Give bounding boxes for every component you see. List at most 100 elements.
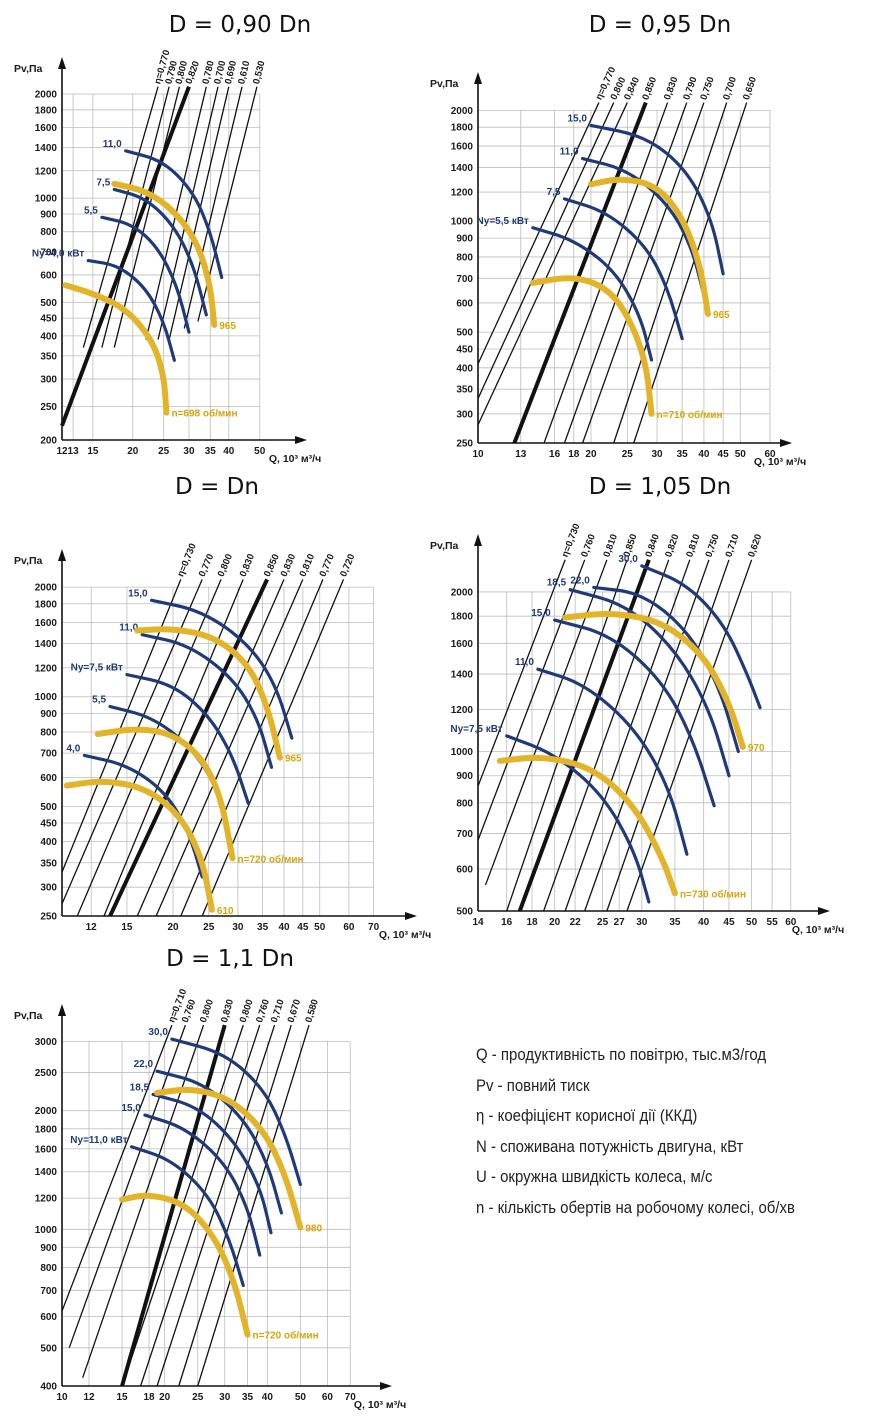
efficiency-label: 0,580 <box>303 998 321 1024</box>
chart-title: D = 0,95 Dn <box>589 12 731 38</box>
chart-2: D = 0,95 Dn 250 300 350 400 450 500 600 700 800 90… <box>430 12 806 468</box>
y-tick-label: 600 <box>456 298 473 309</box>
efficiency-line <box>563 102 688 444</box>
y-tick-label: 1000 <box>35 692 58 703</box>
y-tick-label: 2000 <box>451 587 474 598</box>
power-curve-label: 15,0 <box>567 113 587 124</box>
power-curve <box>112 187 208 317</box>
legend-item-eta: η - коефіцієнт корисної дії (ККД) <box>476 1106 698 1125</box>
power-curve-label: 15,0 <box>531 608 551 619</box>
x-tick-label: 30 <box>183 446 195 457</box>
power-curve-label: 15,0 <box>128 588 148 599</box>
y-tick-label: 1200 <box>451 705 474 716</box>
efficiency-label: 0,790 <box>681 75 699 101</box>
rpm-curve-label: 610 <box>217 906 234 917</box>
y-tick-label: 1400 <box>35 143 58 154</box>
y-tick-label: 400 <box>40 1382 57 1393</box>
chart-1: D = 0,90 Dn 200 250 300 350 400 450 500 600 700 80… <box>14 12 321 465</box>
power-curve <box>100 215 191 334</box>
x-axis-label: Q, 10³ м³/ч <box>354 1399 406 1411</box>
power-curve <box>592 585 740 754</box>
x-axis-label: Q, 10³ м³/ч <box>379 929 431 941</box>
efficiency-label: 0,810 <box>298 552 318 578</box>
y-tick-label: 500 <box>40 298 57 309</box>
efficiency-label: 0,700 <box>212 60 228 86</box>
x-tick-label: 35 <box>205 446 217 457</box>
chart-5: D = 1,1 Dn 400 500 600 700 800 900 1000 1200 1400… <box>14 946 406 1411</box>
efficiency-label: 0,770 <box>318 552 337 578</box>
x-tick-label: 50 <box>295 1392 307 1403</box>
y-tick-label: 400 <box>40 837 57 848</box>
legend-item-n: N - споживана потужність двигуна, кВт <box>476 1136 744 1156</box>
efficiency-label: 0,530 <box>251 60 267 86</box>
power-curve <box>155 1069 284 1215</box>
efficiency-label: 0,810 <box>601 533 620 559</box>
y-tick-label: 300 <box>40 375 57 386</box>
y-tick-label: 200 <box>40 436 57 447</box>
chart-3: D = Dn 250 300 350 400 450 500 600 700 800 900 1000… <box>14 474 431 941</box>
power-curve-label: 15,0 <box>121 1103 141 1114</box>
power-curve <box>151 1092 273 1235</box>
rpm-curve <box>587 176 711 317</box>
x-tick-label: 10 <box>472 449 484 460</box>
y-tick-label: 800 <box>456 798 473 809</box>
x-tick-label: 25 <box>203 922 215 933</box>
efficiency-line <box>136 579 285 917</box>
efficiency-label: 0,820 <box>663 533 681 559</box>
y-tick-label: 900 <box>40 1243 57 1254</box>
efficiency-line <box>82 86 159 348</box>
efficiency-label: 0,830 <box>662 75 680 101</box>
rpm-curve-label: 970 <box>748 743 765 754</box>
y-tick-label: 900 <box>40 209 57 220</box>
efficiency-line <box>180 579 324 917</box>
y-tick-label: 900 <box>456 234 473 245</box>
y-tick-label: 800 <box>40 1263 57 1274</box>
x-tick-label: 12 <box>83 1392 95 1403</box>
y-tick-label: 600 <box>40 773 57 784</box>
efficiency-label: 0,780 <box>201 60 217 86</box>
efficiency-label: 0,700 <box>721 75 739 101</box>
legend-item-pv: Pv - повний тиск <box>476 1075 590 1095</box>
x-tick-label: 35 <box>242 1392 254 1403</box>
y-tick-label: 500 <box>40 802 57 813</box>
x-tick-label: 40 <box>698 449 710 460</box>
efficiency-label: 0,800 <box>198 998 216 1024</box>
efficiency-label: 0,710 <box>723 533 741 559</box>
y-tick-label: 900 <box>456 771 473 782</box>
y-tick-label: 2000 <box>35 1106 58 1117</box>
y-tick-label: 700 <box>40 247 57 258</box>
y-tick-label: 800 <box>456 252 473 263</box>
efficiency-label: 0,620 <box>746 533 764 559</box>
power-curve <box>140 633 274 769</box>
x-tick-label: 13 <box>515 449 527 460</box>
x-axis-label: Q, 10³ м³/ч <box>754 456 806 468</box>
efficiency-label: 0,650 <box>741 75 759 101</box>
x-tick-label: 18 <box>526 917 538 928</box>
y-tick-label: 1600 <box>451 639 474 650</box>
power-curve <box>130 1145 245 1288</box>
y-tick-label: 400 <box>456 363 473 374</box>
y-tick-label: 1000 <box>35 194 58 205</box>
power-curve-label: 30,0 <box>148 1027 168 1038</box>
rpm-curve-label: n=720 об/мин <box>238 853 304 865</box>
power-curve <box>640 564 762 710</box>
y-tick-label: 600 <box>40 270 57 281</box>
efficiency-label: 0,830 <box>219 998 236 1024</box>
y-tick-label: 1200 <box>35 663 58 674</box>
y-tick-label: 1800 <box>35 105 58 116</box>
efficiency-line <box>197 1024 310 1387</box>
x-tick-label: 10 <box>56 1392 68 1403</box>
x-tick-label: 12 <box>56 446 68 457</box>
power-curve <box>143 1113 262 1257</box>
efficiency-line <box>178 1024 292 1387</box>
rpm-curve-label: n=730 об/мин <box>680 888 746 900</box>
x-axis-arrow <box>405 912 417 920</box>
y-tick-label: 350 <box>40 858 57 869</box>
x-tick-label: 50 <box>314 922 326 933</box>
efficiency-line <box>60 85 191 427</box>
power-curve-label: 11,0 <box>515 657 534 668</box>
x-axis-label: Q, 10³ м³/ч <box>269 453 321 465</box>
y-tick-label: 350 <box>456 385 473 396</box>
efficiency-line <box>183 86 243 329</box>
y-tick-label: 1800 <box>35 1124 58 1135</box>
